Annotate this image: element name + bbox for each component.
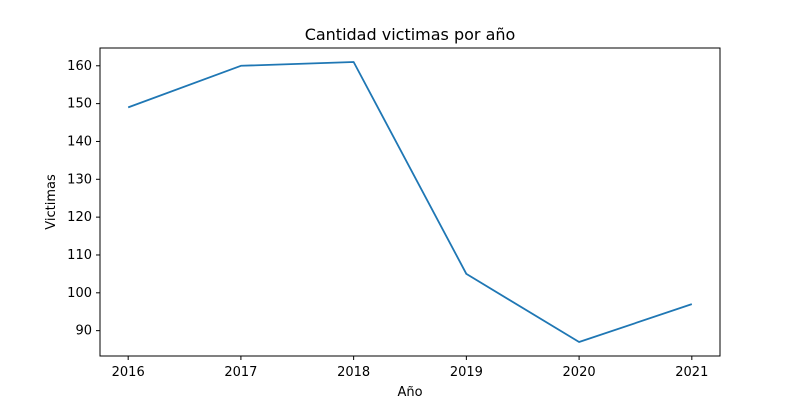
plot-area [99, 47, 721, 357]
y-tick-label: 120 [67, 210, 92, 225]
y-tick-label: 110 [67, 248, 92, 263]
y-tick-label: 130 [67, 172, 92, 187]
y-axis-label: Victimas [44, 174, 59, 230]
x-axis-label: Año [397, 385, 422, 400]
y-axis: 90 100 110 120 130 140 150 160 [67, 59, 100, 339]
series-line [127, 61, 693, 343]
y-tick-label: 140 [67, 134, 92, 149]
x-tick-label: 2021 [675, 365, 708, 380]
y-tick-label: 90 [75, 324, 92, 339]
x-tick-label: 2016 [112, 365, 145, 380]
series-layer [127, 61, 693, 343]
x-tick-label: 2017 [224, 365, 257, 380]
y-tick-label: 160 [67, 59, 92, 74]
x-axis: 2016 2017 2018 2019 2020 2021 [112, 356, 708, 380]
x-tick-label: 2019 [450, 365, 483, 380]
y-tick-label: 100 [67, 286, 92, 301]
y-tick-label: 150 [67, 97, 92, 112]
chart-title: Cantidad victimas por año [305, 25, 516, 44]
x-tick-label: 2018 [337, 365, 370, 380]
x-tick-label: 2020 [563, 365, 596, 380]
